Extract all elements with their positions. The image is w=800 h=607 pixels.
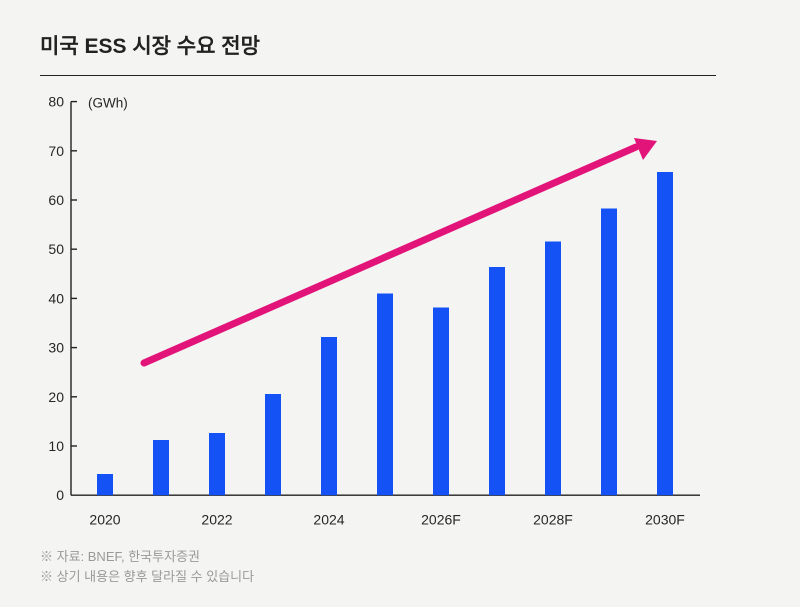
- svg-text:60: 60: [48, 192, 64, 208]
- svg-text:80: 80: [48, 94, 64, 110]
- svg-text:50: 50: [48, 241, 64, 257]
- svg-text:10: 10: [48, 438, 64, 454]
- svg-text:2022: 2022: [201, 511, 232, 527]
- svg-text:30: 30: [48, 340, 64, 356]
- svg-text:2024: 2024: [313, 511, 344, 527]
- svg-text:40: 40: [48, 290, 64, 306]
- svg-text:2030F: 2030F: [645, 511, 685, 527]
- svg-text:20: 20: [48, 389, 64, 405]
- svg-text:2020: 2020: [89, 511, 120, 527]
- svg-text:(GWh): (GWh): [88, 96, 128, 111]
- svg-text:2028F: 2028F: [533, 511, 573, 527]
- svg-text:70: 70: [48, 143, 64, 159]
- svg-text:0: 0: [56, 487, 64, 503]
- svg-text:2026F: 2026F: [421, 511, 461, 527]
